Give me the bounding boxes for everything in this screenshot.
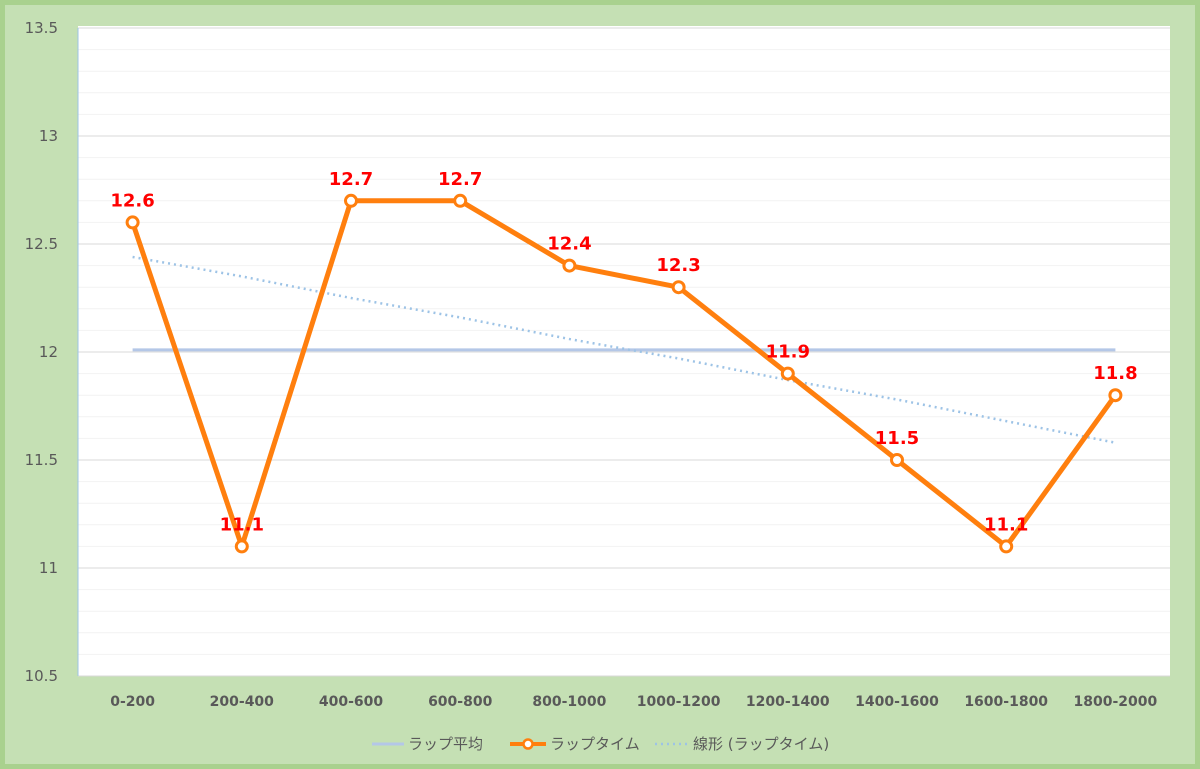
- data-point-marker: [999, 539, 1014, 554]
- x-tick-label: 800-1000: [532, 694, 606, 710]
- x-tick-label: 1400-1600: [855, 694, 939, 710]
- data-point-marker: [890, 453, 904, 467]
- data-label: 12.4: [547, 234, 591, 255]
- series-line-trend: [132, 255, 1116, 444]
- data-point-marker: [125, 215, 140, 230]
- y-tick-label: 11.5: [25, 451, 58, 469]
- series-line-lap-time: [130, 198, 1118, 549]
- y-tick-label: 11: [39, 559, 58, 577]
- x-tick-label: 400-600: [319, 694, 384, 710]
- legend-label-trend: 線形 (ラップタイム): [693, 735, 829, 753]
- x-tick-label: 1000-1200: [637, 694, 721, 710]
- data-label: 12.6: [110, 190, 154, 211]
- legend-label-average: ラップ平均: [408, 735, 483, 753]
- data-point-marker: [453, 193, 468, 208]
- data-label: 12.3: [656, 255, 700, 276]
- legend-label-lap-time: ラップタイム: [550, 735, 640, 753]
- data-label: 11.1: [220, 514, 264, 535]
- y-tick-label: 12.5: [25, 235, 58, 253]
- data-label: 11.9: [766, 342, 810, 363]
- data-label: 11.5: [875, 428, 919, 449]
- data-label: 12.7: [329, 169, 373, 190]
- y-tick-label: 10.5: [25, 667, 58, 685]
- y-tick-label: 13: [39, 127, 58, 145]
- x-tick-label: 1800-2000: [1074, 694, 1158, 710]
- x-tick-label: 200-400: [210, 694, 275, 710]
- data-label: 11.8: [1093, 363, 1137, 384]
- data-point-marker: [671, 280, 686, 295]
- data-point-marker: [234, 539, 249, 554]
- x-tick-label: 600-800: [428, 694, 493, 710]
- data-label: 12.7: [438, 169, 482, 190]
- y-tick-label: 13.5: [25, 19, 58, 37]
- x-tick-label: 1600-1800: [964, 694, 1048, 710]
- legend-marker-lap-time: [522, 738, 534, 750]
- data-point-marker: [1108, 388, 1123, 403]
- data-point-marker: [780, 366, 795, 381]
- x-tick-label: 1200-1400: [746, 694, 830, 710]
- y-tick-label: 12: [39, 343, 58, 361]
- data-label: 11.1: [984, 514, 1028, 535]
- data-point-marker: [562, 258, 577, 273]
- x-tick-label: 0-200: [110, 694, 155, 710]
- data-point-marker: [344, 193, 358, 208]
